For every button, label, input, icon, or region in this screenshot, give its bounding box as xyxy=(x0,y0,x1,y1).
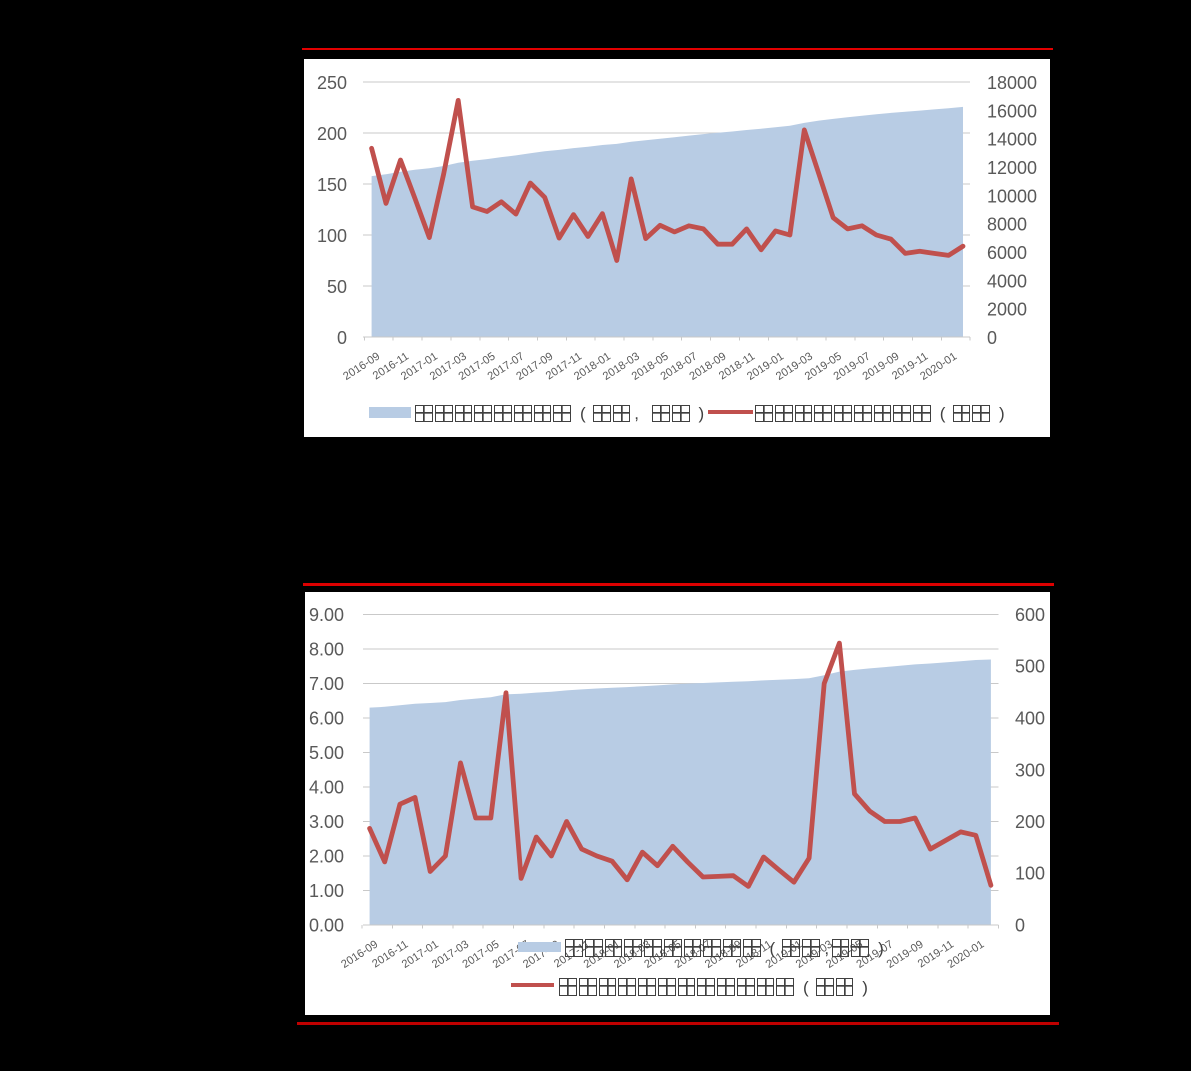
svg-text:250: 250 xyxy=(317,73,347,93)
svg-text:2000: 2000 xyxy=(987,300,1027,320)
svg-text:100: 100 xyxy=(1015,864,1045,884)
svg-text:7.00: 7.00 xyxy=(309,674,344,694)
svg-text:50: 50 xyxy=(327,277,347,297)
svg-text:0.00: 0.00 xyxy=(309,916,344,936)
svg-text:500: 500 xyxy=(1015,657,1045,677)
svg-text:5.00: 5.00 xyxy=(309,743,344,763)
svg-text:300: 300 xyxy=(1015,760,1045,780)
svg-text:12000: 12000 xyxy=(987,158,1037,178)
svg-text:6000: 6000 xyxy=(987,243,1027,263)
svg-text:600: 600 xyxy=(1015,605,1045,625)
svg-text:16000: 16000 xyxy=(987,101,1037,121)
svg-text:200: 200 xyxy=(1015,812,1045,832)
svg-text:18000: 18000 xyxy=(987,73,1037,93)
svg-text:14000: 14000 xyxy=(987,130,1037,150)
svg-text:6.00: 6.00 xyxy=(309,709,344,729)
svg-text:150: 150 xyxy=(317,175,347,195)
svg-text:100: 100 xyxy=(317,226,347,246)
svg-text:8000: 8000 xyxy=(987,215,1027,235)
svg-text:2.00: 2.00 xyxy=(309,847,344,867)
svg-text:0: 0 xyxy=(1015,916,1025,936)
svg-text:200: 200 xyxy=(317,124,347,144)
svg-text:1.00: 1.00 xyxy=(309,881,344,901)
svg-text:8.00: 8.00 xyxy=(309,640,344,660)
svg-text:10000: 10000 xyxy=(987,186,1037,206)
svg-text:9.00: 9.00 xyxy=(309,605,344,625)
svg-text:0: 0 xyxy=(337,328,347,348)
svg-text:4.00: 4.00 xyxy=(309,778,344,798)
svg-text:4000: 4000 xyxy=(987,271,1027,291)
svg-text:0: 0 xyxy=(987,328,997,348)
svg-text:400: 400 xyxy=(1015,709,1045,729)
svg-text:3.00: 3.00 xyxy=(309,812,344,832)
